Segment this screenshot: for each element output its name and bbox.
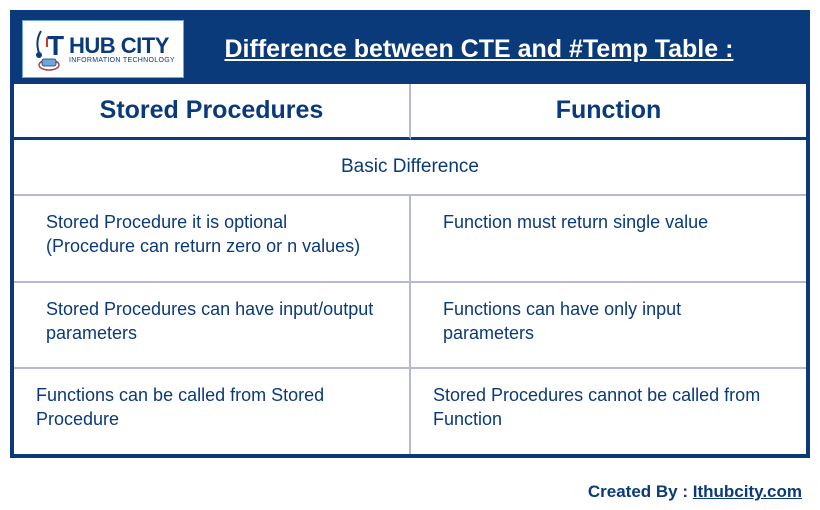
cell-left: Stored Procedure it is optional (Procedu… [14,196,411,281]
footer-credit: Created By : Ithubcity.com [588,482,802,502]
table-row: Stored Procedure it is optional (Procedu… [14,196,806,283]
logo-icon: T I [31,25,65,73]
cell-right: Stored Procedures cannot be called from … [411,369,806,454]
column-headers: Stored Procedures Function [14,84,806,140]
logo-main-text: HUB CITY [69,35,175,57]
footer-link[interactable]: Ithubcity.com [693,482,802,501]
column-header-right: Function [411,84,806,140]
cell-left: Stored Procedures can have input/output … [14,283,411,368]
comparison-table: T I HUB CITY INFORMATION TECHNOLOGY Diff… [10,10,810,458]
cell-left: Functions can be called from Stored Proc… [14,369,411,454]
logo-text: HUB CITY INFORMATION TECHNOLOGY [69,35,175,64]
cell-right: Functions can have only input parameters [411,283,806,368]
cell-right: Function must return single value [411,196,806,281]
section-label: Basic Difference [14,140,806,196]
column-header-left: Stored Procedures [14,84,411,140]
logo-box: T I HUB CITY INFORMATION TECHNOLOGY [22,20,184,78]
header-bar: T I HUB CITY INFORMATION TECHNOLOGY Diff… [14,14,806,84]
logo-sub-text: INFORMATION TECHNOLOGY [69,57,175,64]
svg-text:I: I [45,34,49,50]
footer-prefix: Created By : [588,482,693,501]
table-row: Stored Procedures can have input/output … [14,283,806,370]
svg-text:T: T [47,30,64,61]
table-row: Functions can be called from Stored Proc… [14,369,806,454]
page-title: Difference between CTE and #Temp Table : [225,35,734,63]
title-area: Difference between CTE and #Temp Table : [200,35,798,64]
